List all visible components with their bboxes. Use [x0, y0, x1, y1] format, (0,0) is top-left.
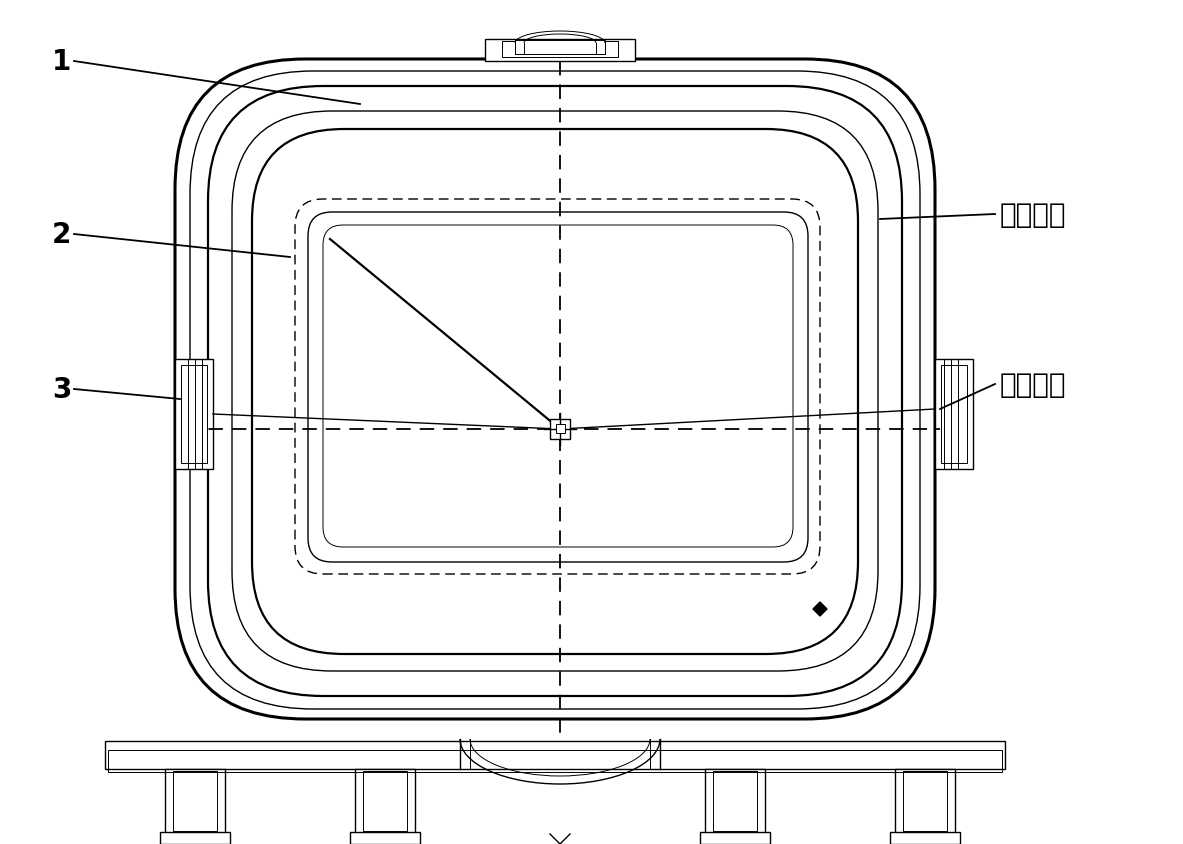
Bar	[890, 832, 959, 844]
Text: 方位轴线: 方位轴线	[1000, 201, 1067, 229]
Bar	[355, 769, 415, 834]
Bar	[940, 365, 967, 463]
FancyBboxPatch shape	[232, 112, 878, 671]
Bar	[105, 741, 1006, 769]
Bar	[160, 832, 230, 844]
Bar	[515, 41, 605, 55]
Bar	[700, 832, 770, 844]
Bar	[903, 771, 948, 831]
Bar	[173, 771, 216, 831]
Polygon shape	[813, 603, 827, 616]
Bar	[556, 425, 565, 434]
Bar	[485, 40, 635, 62]
Text: 水平轴线: 水平轴线	[1000, 371, 1067, 398]
Bar	[935, 360, 972, 469]
Bar	[713, 771, 757, 831]
Text: 2: 2	[52, 221, 71, 249]
Text: 3: 3	[52, 376, 71, 403]
Bar	[502, 42, 618, 58]
Text: 1: 1	[52, 48, 71, 76]
FancyBboxPatch shape	[175, 60, 935, 719]
Bar	[550, 419, 570, 440]
Bar	[350, 832, 420, 844]
Bar	[108, 750, 1002, 772]
Bar	[896, 769, 955, 834]
FancyBboxPatch shape	[190, 72, 920, 709]
Bar	[705, 769, 765, 834]
Bar	[363, 771, 407, 831]
FancyBboxPatch shape	[295, 200, 820, 574]
Bar	[175, 360, 213, 469]
FancyBboxPatch shape	[252, 130, 858, 654]
Bar	[164, 769, 225, 834]
FancyBboxPatch shape	[208, 87, 901, 696]
Bar	[181, 365, 207, 463]
